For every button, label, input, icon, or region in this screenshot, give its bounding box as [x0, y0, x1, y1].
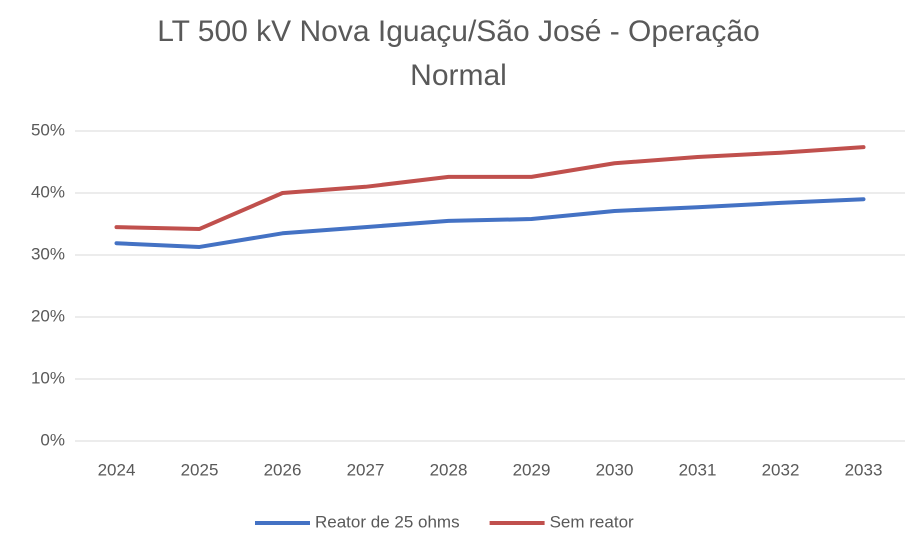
legend-label: Sem reator: [550, 512, 634, 531]
legend-label: Reator de 25 ohms: [315, 512, 460, 531]
y-tick-label: 20%: [31, 306, 65, 325]
series-line: [114, 145, 866, 231]
x-tick-label: 2028: [430, 460, 468, 479]
x-tick-label: 2032: [762, 460, 800, 479]
x-tick-label: 2031: [679, 460, 717, 479]
x-tick-label: 2029: [513, 460, 551, 479]
x-tick-label: 2033: [845, 460, 883, 479]
x-tick-label: 2027: [347, 460, 385, 479]
y-tick-label: 40%: [31, 182, 65, 201]
y-tick-label: 0%: [40, 430, 65, 449]
y-tick-label: 50%: [31, 120, 65, 139]
y-tick-label: 30%: [31, 244, 65, 263]
y-tick-label: 10%: [31, 368, 65, 387]
x-tick-label: 2024: [98, 460, 136, 479]
x-tick-label: 2030: [596, 460, 634, 479]
series-line: [114, 197, 866, 249]
x-tick-label: 2025: [181, 460, 219, 479]
chart-title: LT 500 kV Nova Iguaçu/São José - Operaçã…: [157, 15, 760, 92]
x-tick-label: 2026: [264, 460, 302, 479]
